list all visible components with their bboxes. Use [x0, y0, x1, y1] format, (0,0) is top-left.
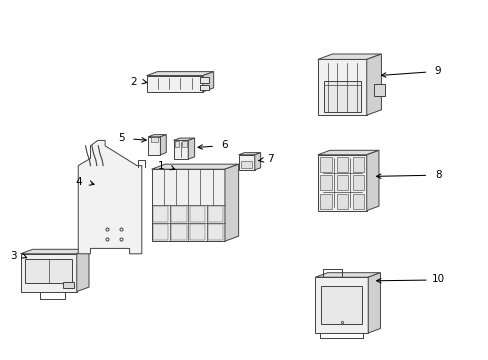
- Bar: [320, 157, 331, 172]
- Bar: [336, 157, 347, 172]
- Bar: [323, 81, 360, 112]
- Bar: [171, 206, 186, 222]
- Polygon shape: [317, 54, 381, 59]
- Polygon shape: [20, 254, 77, 292]
- Polygon shape: [20, 249, 89, 254]
- Polygon shape: [188, 138, 194, 159]
- Polygon shape: [146, 76, 203, 92]
- Text: 7: 7: [266, 154, 273, 164]
- Text: 1: 1: [158, 161, 164, 171]
- Polygon shape: [366, 54, 381, 115]
- Bar: [189, 224, 204, 240]
- Polygon shape: [148, 137, 160, 155]
- Bar: [336, 194, 347, 209]
- Bar: [352, 157, 364, 172]
- Text: 8: 8: [434, 170, 441, 180]
- Polygon shape: [238, 155, 254, 170]
- Bar: [241, 161, 252, 168]
- Bar: [321, 286, 362, 324]
- Polygon shape: [146, 72, 213, 76]
- Polygon shape: [78, 140, 142, 254]
- Polygon shape: [151, 164, 238, 169]
- Text: 3: 3: [10, 251, 17, 261]
- Text: 5: 5: [118, 132, 124, 143]
- Bar: [63, 282, 74, 288]
- Polygon shape: [315, 273, 380, 277]
- Polygon shape: [224, 164, 238, 241]
- Bar: [208, 206, 223, 222]
- Text: 9: 9: [434, 66, 441, 76]
- Bar: [200, 85, 209, 90]
- Bar: [352, 194, 364, 209]
- Polygon shape: [317, 150, 378, 155]
- Polygon shape: [173, 138, 194, 140]
- Bar: [171, 224, 186, 240]
- Polygon shape: [317, 155, 366, 211]
- Polygon shape: [238, 153, 260, 155]
- Text: 4: 4: [76, 177, 82, 187]
- Bar: [153, 206, 168, 222]
- Polygon shape: [203, 72, 213, 92]
- Polygon shape: [151, 169, 224, 241]
- Bar: [320, 194, 331, 209]
- Polygon shape: [148, 135, 166, 137]
- Polygon shape: [160, 135, 166, 155]
- Bar: [182, 141, 186, 147]
- Bar: [153, 224, 168, 240]
- Text: 2: 2: [130, 77, 137, 87]
- Polygon shape: [254, 153, 260, 170]
- Text: 6: 6: [221, 140, 228, 150]
- Bar: [200, 77, 209, 83]
- Bar: [373, 84, 384, 96]
- Polygon shape: [315, 277, 367, 333]
- Bar: [25, 259, 72, 283]
- Bar: [208, 224, 223, 240]
- Polygon shape: [77, 249, 89, 292]
- Bar: [175, 141, 179, 147]
- Polygon shape: [367, 273, 380, 333]
- Polygon shape: [366, 150, 378, 211]
- Bar: [352, 175, 364, 190]
- Polygon shape: [317, 59, 366, 115]
- Bar: [150, 137, 158, 142]
- Text: 10: 10: [431, 274, 444, 284]
- Bar: [336, 175, 347, 190]
- Polygon shape: [173, 140, 188, 159]
- Bar: [189, 206, 204, 222]
- Bar: [320, 175, 331, 190]
